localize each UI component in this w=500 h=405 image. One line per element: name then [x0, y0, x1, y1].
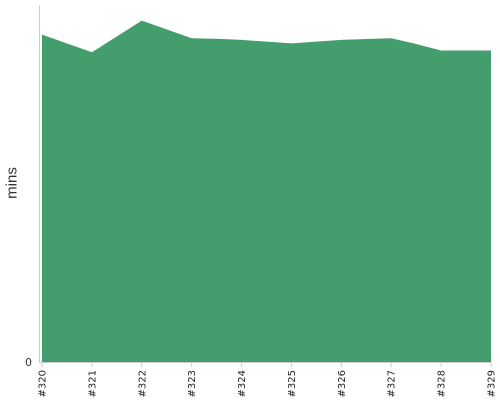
y-ticks: 0 [25, 356, 32, 369]
plot-area [42, 20, 491, 362]
x-tick-label: #326 [337, 370, 348, 397]
y-tick-label: 0 [25, 356, 32, 369]
x-tick-label: #323 [187, 370, 198, 397]
x-tick-label: #327 [387, 370, 398, 397]
area-series-0 [42, 20, 491, 362]
x-tick-label: #321 [87, 370, 98, 397]
x-tick-label: #320 [38, 370, 49, 397]
y-axis-label: mins [3, 167, 21, 199]
x-tick-label: #328 [437, 370, 448, 397]
x-tick-label: #325 [287, 370, 298, 397]
x-tick-label: #322 [137, 370, 148, 397]
x-tick-label: #329 [487, 370, 498, 397]
x-tick-label: #324 [237, 370, 248, 397]
x-ticks: #320 #321 #322 #323 #324 #325 #326 #327 #328 #329 [38, 362, 498, 397]
